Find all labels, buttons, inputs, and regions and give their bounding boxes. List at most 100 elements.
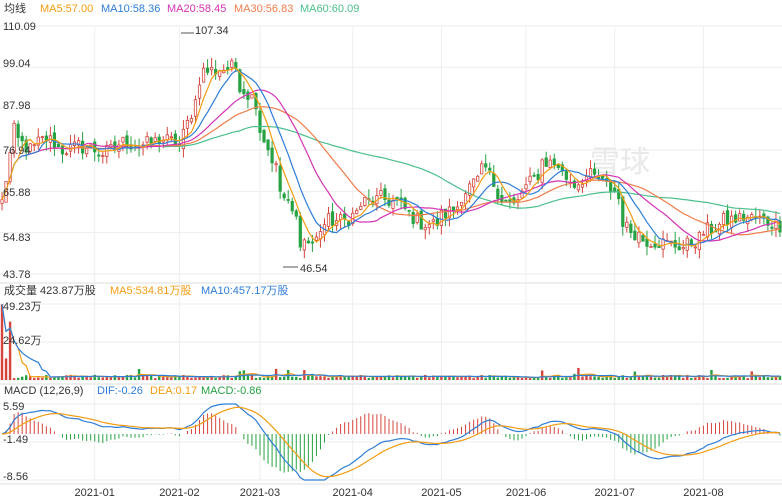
volume-bar [20,376,24,380]
volume-bar [323,376,326,380]
volume-bar [508,377,512,380]
candle-body [306,240,310,244]
volume-bar [722,377,725,380]
macd-tick: 5.59 [3,401,24,413]
volume-bar [194,377,197,380]
axis-labels: 2021-01 2021-02 2021-03 2021-04 2021-05 2021-… [75,487,724,499]
volume-bar [395,375,399,380]
volume-bar [657,377,661,380]
volume-bar [57,376,60,380]
candle-body [40,136,44,139]
volume-bar [407,375,411,380]
volume-bar [440,376,443,380]
volume-bar [33,377,36,380]
volume-bar [16,377,20,380]
volume-bar [754,375,758,380]
volume-bar [420,376,423,380]
volume-bar [766,377,770,380]
candle-body [230,60,234,68]
x-tick-label: 2021-04 [333,487,373,499]
candle-body [488,167,492,171]
candle-body [286,199,290,201]
macd-tick: -1.49 [3,434,28,446]
candle-body [282,193,286,199]
candle-body [709,223,714,234]
volume-tick: 49.23万 [3,301,42,313]
volume-bar [355,376,358,380]
candle-body [32,144,36,147]
volume-bar [686,374,689,380]
candle-body [532,174,536,177]
price-tick: 54.83 [3,232,31,244]
candle-body [16,123,20,138]
volume-bar [484,377,487,380]
volume-bar [678,375,681,380]
volume-bar [492,375,495,380]
volume-bar [520,378,524,380]
volume-bar [665,376,669,380]
candle-body [641,234,645,242]
candle-body [423,226,427,231]
volume-bar [480,375,483,380]
candle-body [661,238,665,250]
candle-body [411,211,415,224]
volume-bar [129,375,133,380]
legend-ma10: MA10:58.36 [101,3,160,15]
volume-bar [549,377,552,380]
volume-bar [512,377,516,380]
volume-bar [448,376,451,380]
x-tick-label: 2021-07 [595,487,635,499]
price-legend-title: 均线 [4,1,26,15]
volume-bar [669,375,673,380]
candle-body [649,245,653,248]
price-tick: 65.88 [3,187,31,199]
candle-body [592,168,597,175]
legend-ma5: MA5:57.00 [40,3,93,15]
volume-bar [601,377,604,380]
candle-body [121,136,125,143]
candle-body [629,223,633,234]
volume-bar [145,375,149,380]
volume-bar [258,377,262,380]
candle-body [536,174,540,181]
volume-bar [617,376,620,380]
volume-bar [93,374,96,380]
volume-bar [544,377,548,380]
volume-bar [379,376,383,380]
candle-body [677,246,681,251]
volume-bar [162,376,165,380]
candle-body [145,136,149,143]
candle-body [415,213,419,223]
volume-bar [319,376,322,380]
candle-body [294,210,298,217]
volume-bar [311,374,314,380]
price-y-ticks: 110.09 99.04 87.98 76.94 65.88 54.83 43.… [3,21,36,281]
candle-body [246,91,250,100]
volume-bar [49,377,52,380]
candle-body [625,221,629,228]
volume-bar [436,376,439,380]
macd-y-ticks: 5.59 -1.49 -8.56 [3,401,28,483]
volume-bar [226,375,229,380]
candle-body [326,213,331,227]
candle-body [242,88,246,95]
candle-body [476,175,480,182]
volume-bar [149,375,153,380]
candle-body [447,206,452,219]
volume-bar [738,376,741,380]
volume-bar [234,375,238,380]
volume-bar [464,376,467,380]
candle-body [250,94,254,99]
candle-body [76,140,81,146]
legend-ma20: MA20:58.45 [167,3,226,15]
candle-body [742,213,746,221]
candle-body [576,184,581,191]
candle-body [480,163,484,175]
volume-bar [266,376,270,380]
candle-body [355,210,359,215]
candle-body [407,209,411,212]
candle-body [359,205,363,210]
x-tick-label: 2021-08 [683,487,723,499]
volume-bar [569,377,572,380]
